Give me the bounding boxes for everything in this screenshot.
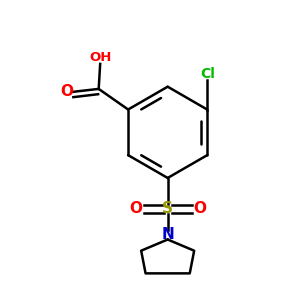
Text: OH: OH — [89, 51, 111, 64]
Text: Cl: Cl — [200, 67, 214, 81]
Text: S: S — [162, 201, 173, 216]
Text: N: N — [161, 227, 174, 242]
Text: O: O — [194, 201, 207, 216]
Text: O: O — [60, 84, 73, 99]
Text: O: O — [129, 201, 142, 216]
